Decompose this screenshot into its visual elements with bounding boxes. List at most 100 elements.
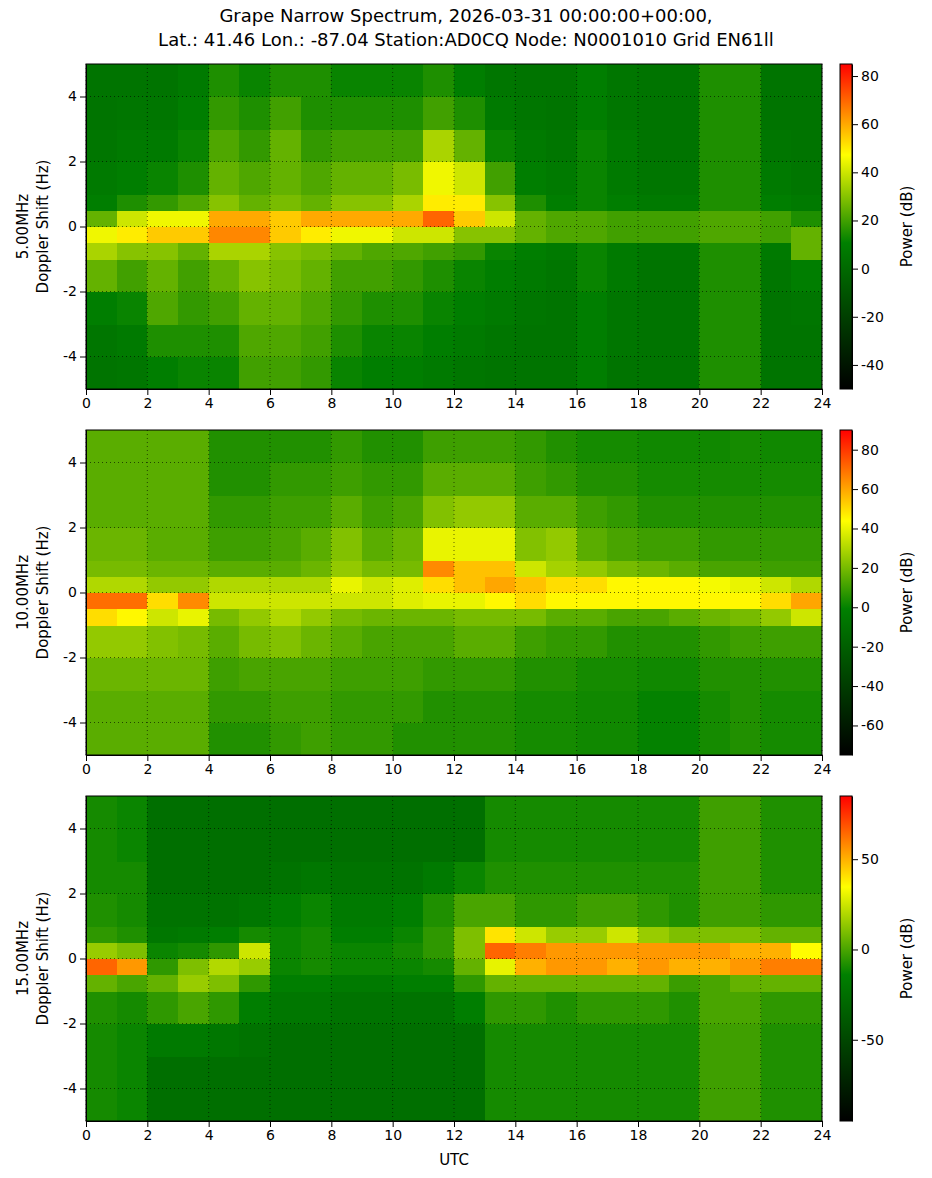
y-axis: -4-2024 <box>63 431 86 756</box>
cell <box>301 593 332 610</box>
tick-mark <box>852 317 858 318</box>
tick-mark <box>80 463 86 464</box>
cell <box>393 210 424 227</box>
cell <box>239 259 270 292</box>
cell <box>393 625 424 658</box>
cell <box>178 625 209 658</box>
cell <box>577 959 608 976</box>
cell <box>423 227 454 244</box>
cell <box>669 357 700 390</box>
cell <box>454 528 485 561</box>
cell <box>454 357 485 390</box>
cell <box>362 1024 393 1057</box>
cell <box>515 560 546 577</box>
cell <box>301 576 332 593</box>
cell <box>638 162 669 195</box>
cell <box>393 723 424 756</box>
cell <box>791 861 822 894</box>
cell <box>638 292 669 325</box>
tick: 4 <box>68 820 86 836</box>
cell <box>515 829 546 862</box>
cell <box>638 942 669 959</box>
cell <box>454 959 485 976</box>
cell <box>423 796 454 829</box>
cell <box>791 975 822 992</box>
cell <box>546 227 577 244</box>
cell <box>178 1089 209 1122</box>
tick: 2 <box>68 885 86 901</box>
tick-mark <box>852 269 858 270</box>
cell <box>147 495 178 528</box>
cell <box>638 625 669 658</box>
cell <box>730 926 761 943</box>
cell <box>423 625 454 658</box>
cell <box>515 324 546 357</box>
tick-mark <box>852 607 858 608</box>
cell <box>607 97 638 130</box>
tick-label: 12 <box>446 761 464 777</box>
cell <box>239 97 270 130</box>
cell <box>730 463 761 496</box>
tick: 0 <box>852 941 870 957</box>
cell <box>239 1056 270 1089</box>
tick-mark <box>80 1089 86 1090</box>
cell <box>454 495 485 528</box>
grid-line <box>86 1088 822 1089</box>
cell <box>270 658 301 691</box>
cell <box>607 259 638 292</box>
cell <box>301 357 332 390</box>
cell <box>638 129 669 162</box>
cell <box>607 1089 638 1122</box>
cell <box>454 64 485 97</box>
cell <box>607 991 638 1024</box>
tick: 18 <box>630 1121 648 1143</box>
cell <box>209 942 240 959</box>
cell <box>239 210 270 227</box>
cell <box>362 210 393 227</box>
cell <box>546 861 577 894</box>
y-axis: -4-2024 <box>63 797 86 1122</box>
plot-frame <box>86 430 822 755</box>
grid-line <box>208 430 209 755</box>
cell <box>331 658 362 691</box>
tick-mark <box>852 1040 858 1041</box>
cell <box>699 528 730 561</box>
cell <box>117 576 148 593</box>
tick-mark <box>852 365 858 366</box>
cell <box>699 210 730 227</box>
cell <box>86 357 117 390</box>
tick: 6 <box>266 389 275 411</box>
cell <box>178 723 209 756</box>
tick-mark <box>852 489 858 490</box>
cell <box>393 463 424 496</box>
cell <box>669 430 700 463</box>
cell <box>423 576 454 593</box>
cell <box>331 528 362 561</box>
cell <box>577 942 608 959</box>
cell <box>209 324 240 357</box>
cell <box>577 129 608 162</box>
cell <box>86 975 117 992</box>
cell <box>239 528 270 561</box>
cell <box>638 576 669 593</box>
cell <box>791 64 822 97</box>
cell <box>699 796 730 829</box>
colorbar-axis: -60-40-20020406080 <box>852 431 884 756</box>
cell <box>730 430 761 463</box>
cell <box>423 210 454 227</box>
axis-line <box>852 431 853 756</box>
cell <box>546 210 577 227</box>
cell <box>147 1089 178 1122</box>
cell <box>485 1056 516 1089</box>
cell <box>423 292 454 325</box>
cell <box>515 593 546 610</box>
tick-label: -4 <box>63 1080 77 1096</box>
cell <box>485 129 516 162</box>
tick-label: 40 <box>861 164 879 180</box>
cell <box>577 194 608 211</box>
cell <box>607 227 638 244</box>
tick: 40 <box>852 520 879 536</box>
tick: 0 <box>82 389 91 411</box>
cell <box>791 324 822 357</box>
cell <box>270 690 301 723</box>
